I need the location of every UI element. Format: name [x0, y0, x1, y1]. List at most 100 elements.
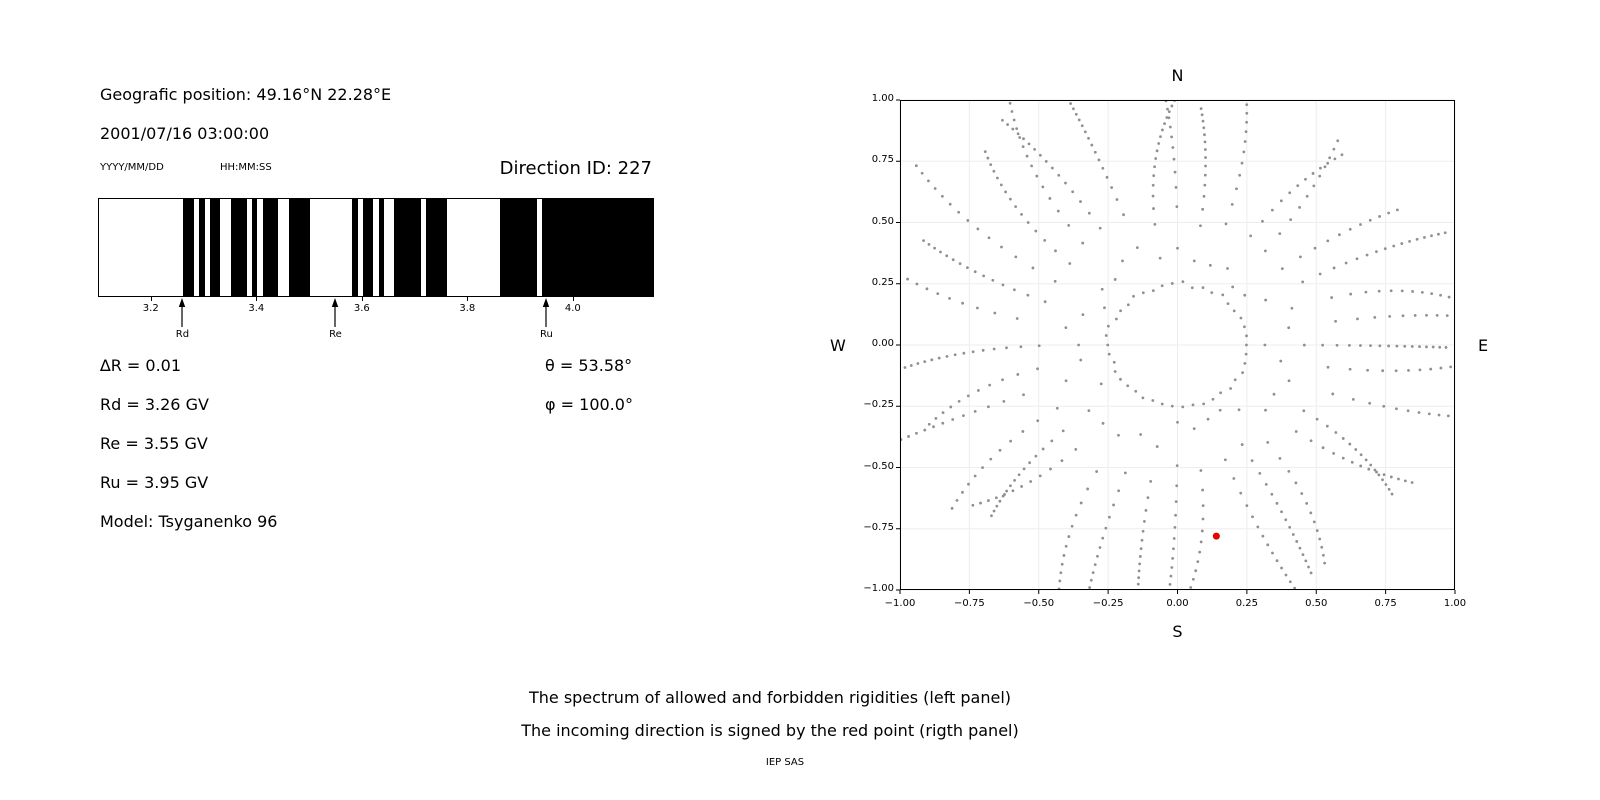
asymptotic-dot [1328, 156, 1332, 160]
asymptotic-dot [1368, 218, 1372, 222]
asymptotic-dot [1139, 547, 1143, 551]
ring-dot [1221, 293, 1225, 297]
asymptotic-dot [1401, 314, 1405, 318]
asymptotic-dot [1325, 424, 1329, 428]
asymptotic-dot [1389, 475, 1393, 479]
asymptotic-dot [1041, 447, 1045, 451]
asymptotic-dot [967, 482, 970, 486]
asymptotic-dot [936, 292, 940, 296]
asymptotic-dot [1158, 256, 1162, 260]
asymptotic-dot [1295, 540, 1299, 543]
asymptotic-dot [1199, 540, 1203, 544]
rigidity-tick-label: 3.6 [353, 303, 370, 314]
asymptotic-dot [1318, 537, 1322, 541]
ring-dot [1141, 291, 1145, 295]
asymptotic-dot [1138, 555, 1142, 558]
asymptotic-dot [1284, 573, 1288, 577]
asymptotic-dot [1278, 232, 1282, 236]
asymptotic-dot [1420, 290, 1424, 294]
asymptotic-dot [1235, 187, 1238, 191]
asymptotic-dot [973, 270, 977, 274]
asymptotic-dot [1191, 577, 1195, 581]
asymptotic-dot [914, 164, 918, 168]
asymptotic-dot [1101, 421, 1105, 425]
asymptotic-dot [1279, 359, 1283, 363]
asymptotic-dot [1201, 504, 1205, 507]
asymptotic-dot [995, 504, 999, 508]
geographic-position-label: Geografic position: 49.16°N 22.28°E [100, 85, 392, 104]
ring-dot [1211, 397, 1215, 401]
asymptotic-dot [1315, 417, 1319, 421]
asymptotic-dot [1189, 586, 1193, 589]
asymptotic-dot [1407, 369, 1410, 372]
asymptotic-dot [1348, 367, 1352, 371]
asymptotic-dot [1093, 150, 1097, 154]
asymptotic-dot [903, 366, 907, 369]
asymptotic-dot [998, 448, 1002, 452]
asymptotic-dot [915, 282, 919, 286]
ring-dot [1160, 402, 1164, 406]
asymptotic-dot [1101, 536, 1105, 540]
allowed-rigidity-band [542, 199, 653, 296]
asymptotic-dot [1146, 496, 1150, 500]
asymptotic-dot [1167, 110, 1171, 114]
asymptotic-dot [1258, 472, 1262, 475]
asymptotic-dot [1067, 535, 1071, 538]
asymptotic-dot [1202, 126, 1206, 130]
asymptotic-dot [1070, 524, 1074, 528]
asymptotic-dot [1230, 202, 1234, 206]
asymptotic-dot [1296, 184, 1300, 188]
asymptotic-dot [915, 431, 918, 435]
asymptotic-dot [951, 258, 955, 262]
asymptotic-dot [1009, 484, 1012, 488]
asymptotic-dot [1341, 437, 1345, 440]
asymptotic-dot [1332, 266, 1336, 270]
y-tick-label: 0.25 [871, 276, 894, 288]
asymptotic-dot [1335, 343, 1339, 347]
asymptotic-dot [1203, 173, 1207, 177]
asymptotic-dot [1031, 266, 1035, 270]
compass-east-label: E [1478, 336, 1489, 355]
asymptotic-dot [1010, 110, 1014, 113]
asymptotic-dot [1275, 501, 1279, 505]
compass-north-label: N [1171, 66, 1184, 85]
asymptotic-dot [1000, 245, 1003, 249]
asymptotic-dot [1021, 145, 1025, 149]
ring-dot [1181, 280, 1185, 284]
asymptotic-dot [941, 421, 945, 425]
asymptotic-dot [932, 425, 935, 429]
asymptotic-dot [1223, 458, 1227, 462]
direction-id-label: Direction ID: 227 [499, 158, 652, 179]
asymptotic-dot [1020, 212, 1023, 216]
allowed-rigidity-band [209, 199, 221, 296]
asymptotic-dot [1307, 565, 1310, 569]
asymptotic-dot [1245, 111, 1249, 115]
asymptotic-dot [981, 348, 985, 352]
asymptotic-dot [1396, 208, 1399, 212]
asymptotic-dot [1123, 471, 1127, 475]
asymptotic-dot [1383, 247, 1387, 251]
asymptotic-dot [1144, 509, 1148, 512]
asymptotic-dot [1356, 317, 1359, 321]
asymptotic-dot [1290, 306, 1294, 310]
asymptotic-dot [1309, 571, 1313, 575]
asymptotic-dot [1151, 194, 1155, 198]
ring-dot [1245, 343, 1248, 347]
ring-dot [1239, 316, 1243, 320]
asymptotic-dot [1187, 594, 1190, 597]
asymptotic-dot [1294, 481, 1298, 485]
asymptotic-dot [889, 268, 892, 271]
asymptotic-dot [1074, 513, 1078, 517]
asymptotic-dot [1022, 393, 1025, 397]
asymptotic-dot [1323, 165, 1327, 169]
asymptotic-dot [1054, 249, 1057, 253]
asymptotic-dot [1382, 404, 1386, 408]
asymptotic-dot [1199, 469, 1203, 472]
asymptotic-dot [1108, 515, 1111, 519]
asymptotic-dot [1280, 510, 1283, 514]
allowed-rigidity-band [288, 199, 311, 296]
asymptotic-dot [1163, 92, 1166, 95]
asymptotic-dot [1117, 433, 1120, 437]
asymptotic-dot [1061, 429, 1065, 433]
asymptotic-dot [1175, 464, 1179, 468]
